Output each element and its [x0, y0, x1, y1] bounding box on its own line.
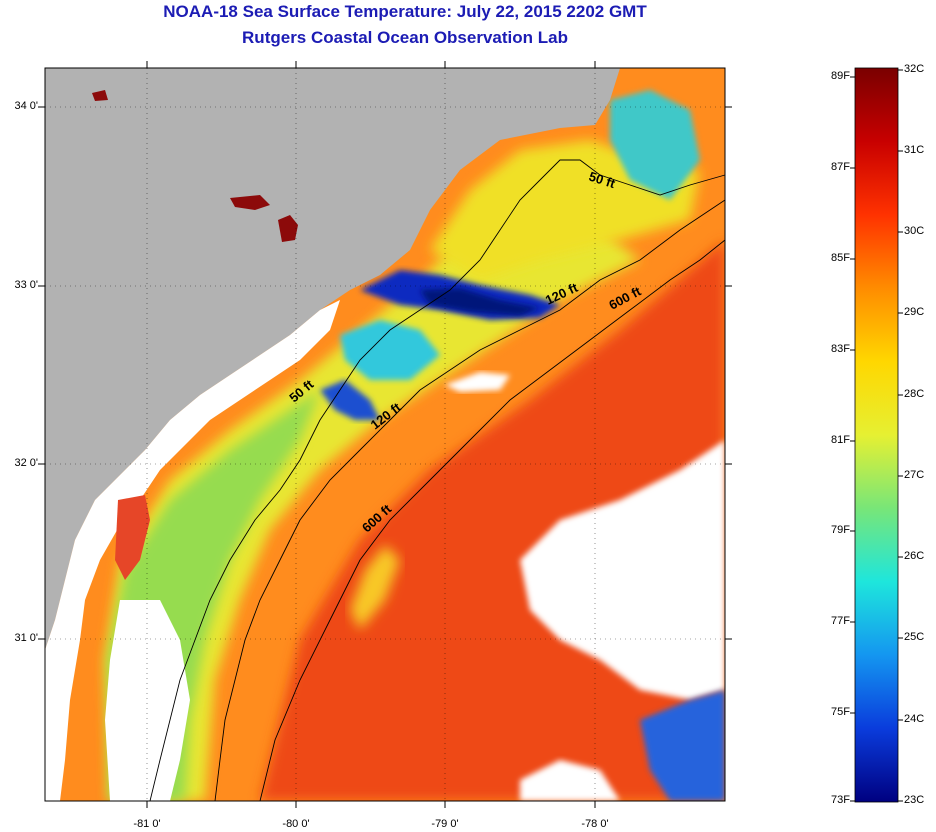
cool-southeast-corner [640, 690, 725, 801]
axis-ticks [38, 61, 732, 808]
inland-hot-spot-3 [92, 90, 108, 101]
cloud-patch-southeast [520, 440, 725, 700]
lat-label-31: 31 0' [14, 632, 38, 644]
inland-hot-spot-1 [278, 215, 298, 242]
sst-imagery [45, 68, 725, 801]
lon-label-78: -78 0' [581, 818, 609, 830]
inland-hot-spot-2 [230, 195, 270, 210]
colorbar-label-29c: 29C [904, 306, 925, 318]
cloud-patch-south [520, 760, 620, 801]
lat-label-32: 32 0' [14, 457, 38, 469]
colorbar-label-83f: 83F [831, 343, 850, 355]
colorbar-label-25c: 25C [904, 631, 925, 643]
contour-50ft [149, 159, 726, 802]
cool-cyan-patch-north [610, 90, 700, 200]
colorbar-label-81f: 81F [831, 434, 850, 446]
coastal-nodata-south [105, 600, 190, 801]
colorbar-label-32c: 32C [904, 63, 925, 75]
map-frame [44, 67, 726, 802]
colorbar-label-85f: 85F [831, 252, 850, 264]
colorbar-label-23c: 23C [904, 794, 925, 806]
bathymetry-contours [149, 159, 726, 802]
colorbar-ticks [850, 69, 903, 802]
warm-eddy-streak [350, 545, 400, 630]
colorbar-label-24c: 24C [904, 713, 925, 725]
colorbar-label-87f: 87F [831, 161, 850, 173]
cold-upwelling-core [420, 288, 540, 316]
colorbar-label-73f: 73F [831, 794, 850, 806]
colorbar-label-89f: 89F [831, 70, 850, 82]
lat-label-33: 33 0' [14, 279, 38, 291]
lat-label-34: 34 0' [14, 100, 38, 112]
map-title: NOAA-18 Sea Surface Temperature: July 22… [163, 2, 647, 21]
colorbar-label-26c: 26C [904, 550, 925, 562]
map-subtitle: Rutgers Coastal Ocean Observation Lab [242, 28, 568, 47]
colorbar-label-31c: 31C [904, 144, 925, 156]
cloud-patch-mid [445, 372, 510, 392]
contour-600ft [259, 239, 726, 802]
cold-upwelling-south [320, 380, 380, 420]
colorbar-label-79f: 79F [831, 524, 850, 536]
lon-label-79: -79 0' [431, 818, 459, 830]
colorbar-label-28c: 28C [904, 388, 925, 400]
colorbar-label-30c: 30C [904, 225, 925, 237]
lon-label-80: -80 0' [282, 818, 310, 830]
land-mass [45, 68, 620, 650]
coastal-nodata-strip [45, 300, 340, 801]
colorbar-label-27c: 27C [904, 469, 925, 481]
graticule [45, 68, 725, 801]
cool-cyan-patch [340, 320, 440, 380]
colorbar-label-75f: 75F [831, 706, 850, 718]
lon-label-81: -81 0' [133, 818, 161, 830]
contour-120ft [214, 199, 726, 802]
colorbar-label-77f: 77F [831, 615, 850, 627]
colorbar [854, 67, 899, 803]
coastal-hot-spot [115, 495, 150, 580]
